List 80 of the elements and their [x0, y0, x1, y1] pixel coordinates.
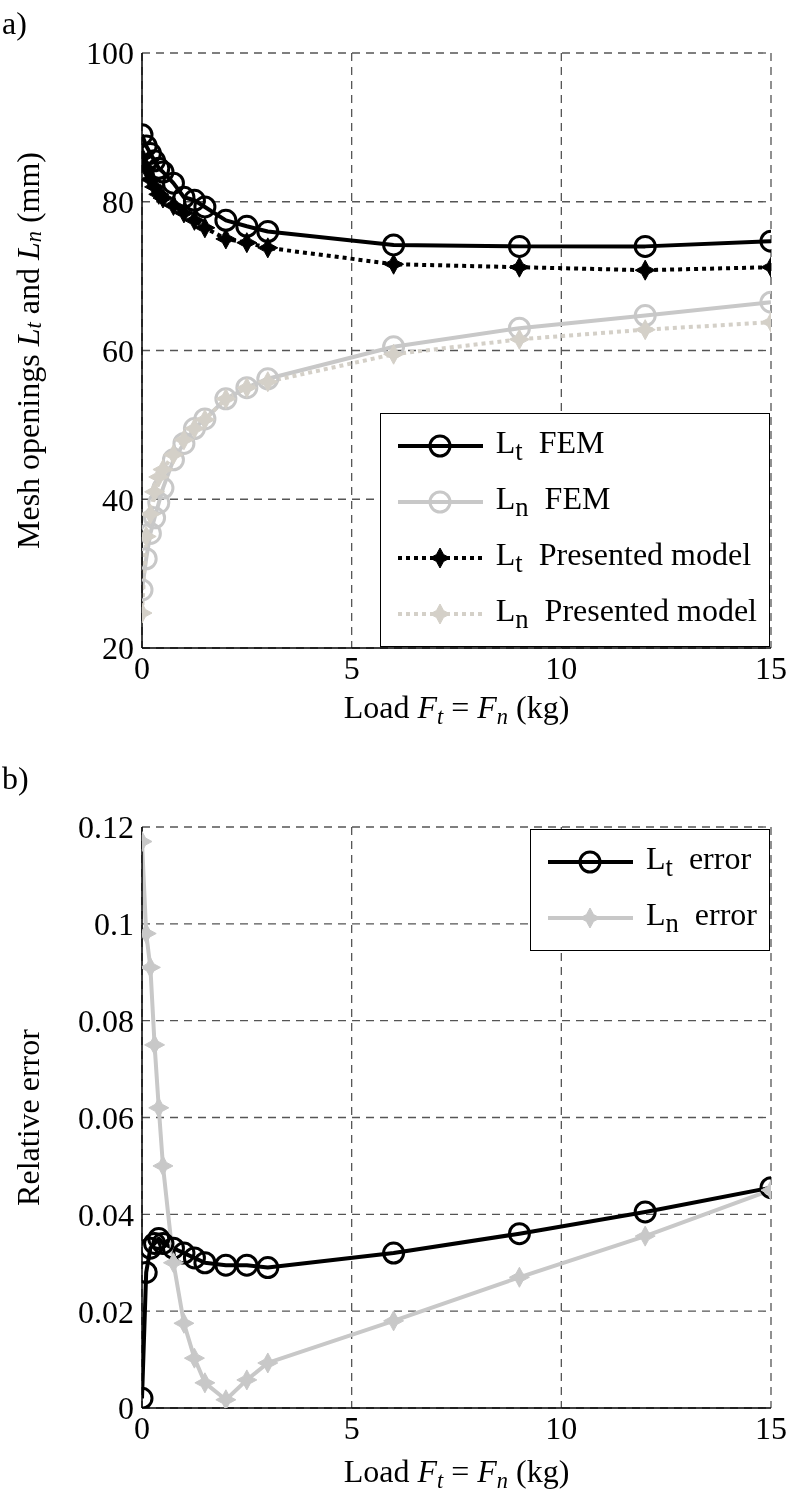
point: [382, 1241, 406, 1265]
x-tick-label: 10: [545, 649, 578, 686]
point: [215, 228, 237, 250]
legend-label: L$_{t}$ Presented model: [495, 536, 752, 580]
y-tick-label: 0.1: [94, 906, 134, 943]
y-tick-label: 0.12: [78, 809, 134, 846]
point: [193, 195, 217, 219]
point: [183, 1347, 205, 1369]
point: [383, 253, 405, 275]
y-tick-label: 60: [102, 332, 134, 369]
point: [235, 1253, 259, 1277]
point: [633, 234, 657, 258]
point: [634, 259, 656, 281]
x-tick-label: 5: [343, 1409, 360, 1446]
point: [633, 1200, 657, 1224]
legend-label: L$_{n}$ FEM: [495, 480, 611, 524]
point: [508, 256, 530, 278]
legend-label: L$_{t}$ FEM: [495, 424, 605, 468]
point: [634, 319, 656, 341]
point: [161, 171, 185, 195]
point: [257, 237, 279, 259]
point: [194, 217, 216, 239]
point: [193, 1251, 217, 1275]
point: [147, 491, 171, 515]
point: [214, 208, 238, 232]
x-tick-label: 10: [545, 1409, 578, 1446]
point: [162, 1252, 184, 1274]
y-tick-label: 0.02: [78, 1293, 134, 1330]
legend-label: L$_{t}$ error: [645, 840, 752, 884]
y-tick-label: 0.08: [78, 1003, 134, 1040]
point: [162, 194, 184, 216]
x-axis-title: Load F$_{t}$ = F$_{n}$ (kg): [343, 1453, 570, 1493]
point: [143, 506, 167, 530]
point: [507, 316, 531, 340]
point: [182, 1246, 206, 1270]
point: [634, 1225, 656, 1247]
point: [182, 188, 206, 212]
point: [235, 214, 259, 238]
point: [633, 304, 657, 328]
point: [236, 232, 258, 254]
y-tick-label: 100: [86, 35, 134, 72]
y-tick-label: 0.04: [78, 1196, 134, 1233]
y-tick-label: 0.06: [78, 1099, 134, 1136]
point: [256, 220, 280, 243]
point: [215, 1389, 237, 1408]
point: [148, 1097, 170, 1119]
point: [508, 1266, 530, 1288]
point: [173, 1312, 195, 1334]
y-tick-label: 20: [102, 630, 134, 667]
legend-label: L$_{n}$ Presented model: [495, 592, 757, 636]
point: [144, 1034, 166, 1056]
y-tick-label: 40: [102, 481, 134, 518]
x-tick-label: 15: [755, 649, 787, 686]
point: [172, 1241, 196, 1265]
point: [144, 481, 166, 503]
point: [507, 1222, 531, 1246]
x-tick-label: 15: [755, 1409, 787, 1446]
chart-title: a): [2, 5, 27, 41]
point: [173, 202, 195, 224]
point: [152, 1155, 174, 1177]
chart-title: b): [2, 760, 29, 796]
point: [507, 234, 531, 258]
point: [382, 233, 406, 257]
point: [183, 209, 205, 231]
point: [214, 1253, 238, 1277]
point: [383, 1310, 405, 1332]
y-tick-label: 80: [102, 184, 134, 221]
point: [508, 328, 530, 350]
point: [161, 1236, 185, 1260]
point: [194, 1372, 216, 1394]
legend-label: L$_{n}$ error: [645, 896, 757, 940]
x-axis-title: Load F$_{t}$ = F$_{n}$ (kg): [343, 689, 570, 729]
point: [256, 1256, 280, 1280]
x-tick-label: 5: [343, 649, 360, 686]
point: [162, 444, 184, 466]
point: [257, 1352, 279, 1374]
y-axis-title: Relative error: [10, 1028, 46, 1206]
point: [161, 448, 185, 472]
point: [383, 343, 405, 365]
point: [236, 1369, 258, 1391]
